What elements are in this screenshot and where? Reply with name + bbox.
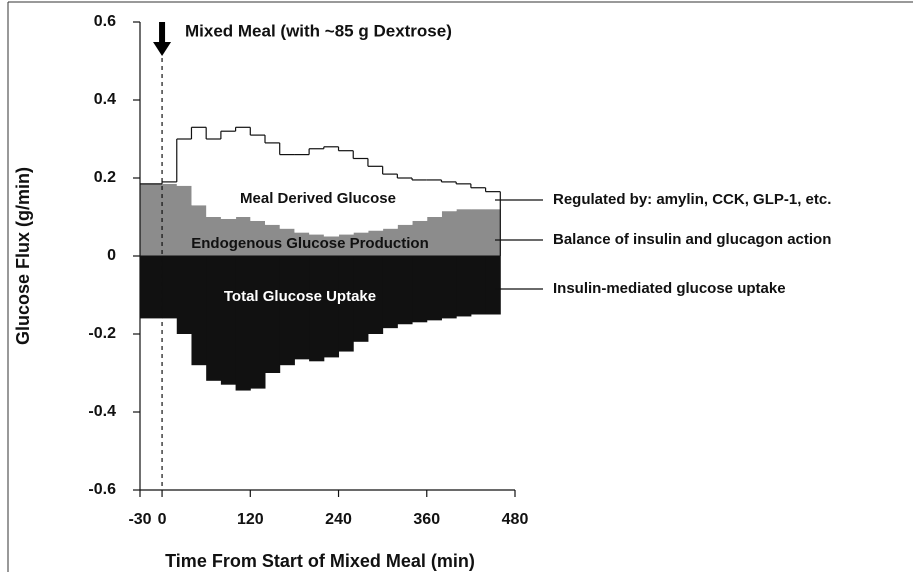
- step-bar: [220, 218, 237, 256]
- step-bar: [426, 256, 442, 321]
- step-bar: [441, 211, 457, 256]
- y-axis-label: Glucose Flux (g/min): [13, 167, 33, 345]
- step-bar: [176, 256, 192, 334]
- step-bar: [309, 234, 325, 256]
- step-bar: [265, 256, 281, 373]
- step-bar: [235, 127, 251, 217]
- y-tick-label: 0.4: [94, 91, 116, 108]
- step-bar: [250, 220, 266, 256]
- step-bar: [279, 228, 295, 256]
- x-tick-label: 120: [237, 511, 264, 528]
- step-bar: [470, 187, 487, 210]
- step-bar: [220, 131, 237, 219]
- x-tick-label: 240: [325, 511, 352, 528]
- step-bar: [397, 256, 413, 325]
- x-axis-label: Time From Start of Mixed Meal (min): [165, 551, 475, 571]
- step-bar: [485, 256, 501, 315]
- step-bar: [470, 256, 487, 315]
- step-bar: [206, 217, 222, 256]
- step-bar: [191, 256, 207, 366]
- step-bar: [382, 256, 398, 329]
- annotation: Balance of insulin and glucagon action: [553, 231, 831, 248]
- step-bar: [176, 139, 192, 186]
- step-bar: [294, 232, 310, 256]
- step-bar: [191, 205, 207, 256]
- step-bar: [250, 256, 266, 389]
- y-tick-label: 0.2: [94, 169, 116, 186]
- step-bar: [235, 217, 251, 256]
- step-bar: [279, 154, 295, 229]
- x-tick-label: 0: [158, 511, 167, 528]
- x-tick-label: 480: [502, 511, 529, 528]
- step-bar: [353, 158, 369, 233]
- step-bar: [265, 224, 281, 256]
- step-bar: [426, 179, 442, 217]
- y-tick-label: -0.6: [88, 481, 116, 498]
- series-label: Endogenous Glucose Production: [191, 235, 429, 252]
- step-bar: [140, 256, 163, 319]
- step-bar: [309, 148, 325, 235]
- step-bar: [265, 142, 281, 225]
- y-tick-label: -0.4: [88, 403, 116, 420]
- series-label: Total Glucose Uptake: [224, 288, 376, 305]
- series-label: Meal Derived Glucose: [240, 190, 396, 207]
- step-bar: [323, 236, 340, 256]
- step-bar: [367, 166, 384, 231]
- y-tick-label: 0: [107, 247, 116, 264]
- step-bar: [162, 183, 178, 256]
- step-bar: [191, 127, 207, 206]
- step-bar: [140, 183, 163, 256]
- step-bar: [412, 220, 428, 256]
- step-bar: [412, 256, 428, 323]
- y-tick-label: -0.2: [88, 325, 116, 342]
- step-bar: [456, 256, 472, 317]
- step-bar: [412, 179, 428, 221]
- step-bar: [176, 185, 192, 256]
- step-bar: [426, 217, 442, 256]
- step-bar: [485, 191, 501, 210]
- step-bar: [323, 256, 340, 358]
- step-bar: [206, 256, 222, 381]
- step-bar: [250, 135, 266, 221]
- step-bar: [338, 256, 354, 352]
- step-bar: [338, 150, 354, 235]
- step-bar: [367, 256, 384, 334]
- annotation: Regulated by: amylin, CCK, GLP-1, etc.: [553, 191, 831, 208]
- step-bar: [456, 209, 472, 256]
- step-bar: [353, 256, 369, 342]
- step-bar: [441, 256, 457, 319]
- step-bar: [382, 228, 398, 256]
- step-bar: [382, 174, 398, 229]
- x-tick-label: 360: [413, 511, 440, 528]
- step-bar: [309, 256, 325, 362]
- annotation: Insulin-mediated glucose uptake: [553, 280, 786, 297]
- step-bar: [294, 154, 310, 233]
- step-bar: [353, 232, 369, 256]
- step-bar: [456, 183, 472, 210]
- step-bar: [441, 181, 457, 212]
- step-bar: [397, 178, 413, 225]
- step-bar: [338, 234, 354, 256]
- step-bar: [485, 209, 501, 256]
- chart-title: Mixed Meal (with ~85 g Dextrose): [185, 21, 452, 40]
- x-tick-label: -30: [128, 511, 151, 528]
- step-bar: [235, 256, 251, 391]
- step-bar: [279, 256, 295, 366]
- step-bar: [206, 139, 222, 217]
- step-bar: [367, 230, 384, 256]
- step-bar: [470, 209, 487, 256]
- step-bar: [162, 181, 178, 184]
- step-bar: [294, 256, 310, 360]
- y-tick-label: 0.6: [94, 13, 116, 30]
- step-bar: [323, 146, 340, 237]
- step-bar: [220, 256, 237, 385]
- step-bar: [397, 224, 413, 256]
- meal-arrow-head: [153, 42, 172, 56]
- meal-arrow-shaft: [159, 22, 166, 44]
- step-bar: [162, 256, 178, 319]
